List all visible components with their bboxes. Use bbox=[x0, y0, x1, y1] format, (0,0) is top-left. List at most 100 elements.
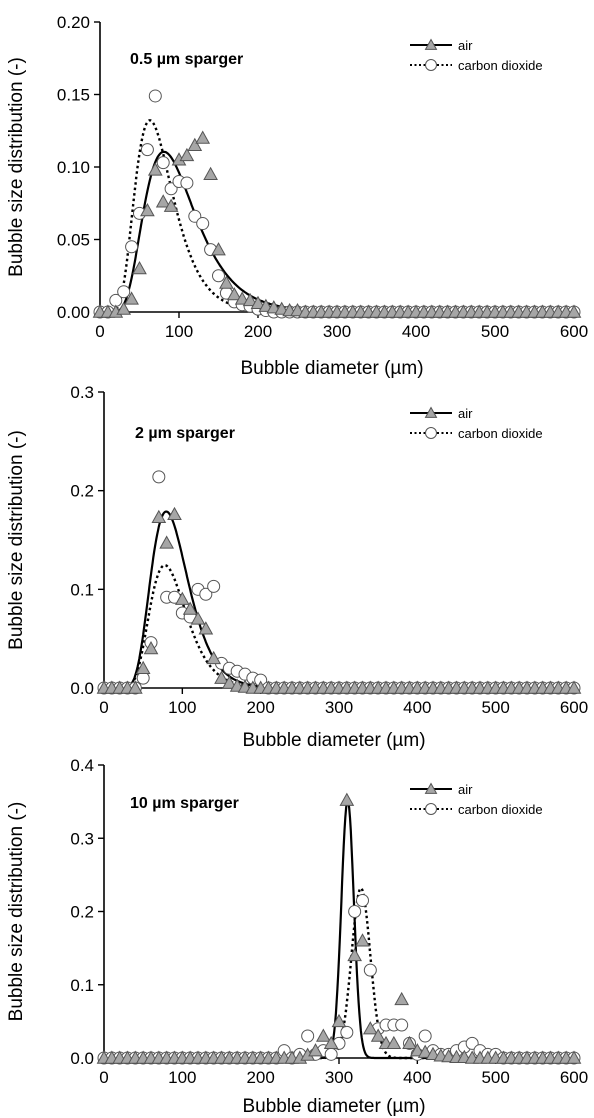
x-axis-label: Bubble diameter (µm) bbox=[242, 1096, 425, 1117]
legend-label-carbon-dioxide: carbon dioxide bbox=[458, 426, 543, 441]
data-point-air bbox=[135, 660, 151, 674]
x-tick-label: 200 bbox=[246, 698, 274, 717]
data-point-air bbox=[159, 535, 175, 549]
legend-marker-carbon-dioxide bbox=[425, 427, 437, 439]
chart-title: 0.5 µm sparger bbox=[130, 51, 243, 68]
chart-title: 10 µm sparger bbox=[130, 795, 239, 812]
data-point-air bbox=[198, 621, 214, 635]
data-point-air bbox=[308, 1043, 323, 1057]
data-point-air bbox=[290, 303, 305, 317]
y-tick-label: 0.15 bbox=[57, 86, 90, 105]
data-point-air bbox=[203, 166, 218, 180]
chart-panel-3: 0.0 0.1 0.2 0.3 0.4 0 100 200 300 400 500 600 Bubble… bbox=[6, 756, 588, 1117]
data-point-air bbox=[167, 506, 182, 521]
y-tick-label: 0.20 bbox=[57, 13, 90, 32]
x-tick-label: 0 bbox=[99, 698, 108, 717]
y-tick-label: 0.2 bbox=[70, 903, 94, 922]
y-tick-label: 0.3 bbox=[70, 829, 94, 848]
data-point-carbon-dioxide bbox=[156, 156, 170, 170]
data-point-air bbox=[323, 1035, 339, 1050]
data-point-air bbox=[219, 275, 234, 289]
x-tick-label: 400 bbox=[402, 322, 430, 341]
chart-title: 2 µm sparger bbox=[135, 425, 235, 442]
legend-marker-air bbox=[424, 406, 438, 418]
data-point-air bbox=[566, 680, 582, 694]
data-point-air bbox=[174, 591, 190, 605]
legend: air carbon dioxide bbox=[410, 38, 543, 73]
x-tick-label: 500 bbox=[481, 1068, 509, 1087]
data-point-air bbox=[206, 650, 222, 665]
data-point-air bbox=[315, 1028, 331, 1042]
y-tick-label: 0.3 bbox=[70, 383, 94, 402]
x-tick-label: 300 bbox=[323, 322, 351, 341]
data-point-air bbox=[163, 198, 179, 212]
legend-label-carbon-dioxide: carbon dioxide bbox=[458, 58, 543, 73]
data-point-carbon-dioxide bbox=[152, 470, 166, 484]
data-point-air bbox=[182, 601, 198, 615]
data-point-air bbox=[127, 680, 143, 694]
y-tick-label: 0.00 bbox=[57, 303, 90, 322]
data-point-air bbox=[258, 298, 274, 312]
data-point-air bbox=[143, 641, 159, 655]
data-point-air bbox=[195, 130, 211, 144]
data-point-air bbox=[211, 242, 226, 256]
x-tick-label: 200 bbox=[244, 322, 272, 341]
legend: air carbon dioxide bbox=[410, 782, 543, 817]
y-tick-label: 0.10 bbox=[57, 158, 90, 177]
data-point-air bbox=[140, 202, 155, 217]
legend-marker-carbon-dioxide bbox=[425, 59, 437, 71]
data-point-carbon-dioxide bbox=[340, 1025, 354, 1039]
x-tick-label: 500 bbox=[481, 322, 509, 341]
data-point-air bbox=[190, 611, 206, 625]
x-tick-label: 0 bbox=[99, 1068, 108, 1087]
data-point-air bbox=[402, 1035, 417, 1050]
y-axis-label: Bubble size distribution (-) bbox=[6, 430, 27, 650]
x-tick-label: 0 bbox=[95, 322, 104, 341]
legend-marker-air bbox=[424, 38, 438, 50]
y-tick-label: 0.2 bbox=[70, 482, 94, 501]
data-point-air bbox=[339, 792, 355, 806]
x-tick-label: 100 bbox=[168, 1068, 196, 1087]
chart-panel-1: 0.00 0.05 0.10 0.15 0.20 0 100 200 300 400 500 600 B… bbox=[6, 13, 588, 379]
x-axis-label: Bubble diameter (µm) bbox=[240, 358, 423, 379]
legend-marker-air bbox=[424, 782, 438, 794]
data-point-air bbox=[242, 292, 258, 307]
data-point-air bbox=[151, 509, 167, 524]
x-tick-label: 600 bbox=[560, 698, 588, 717]
data-point-air bbox=[179, 147, 195, 162]
data-point-air bbox=[187, 137, 203, 151]
y-tick-label: 0.4 bbox=[70, 756, 94, 775]
chart-panel-2: 0.0 0.1 0.2 0.3 0 100 200 300 400 500 600 Bubble di… bbox=[6, 383, 588, 751]
data-point-carbon-dioxide bbox=[199, 587, 213, 601]
data-point-air bbox=[355, 933, 370, 947]
data-point-carbon-dioxide bbox=[418, 1029, 432, 1043]
data-point-air bbox=[394, 991, 410, 1006]
y-axis-label: Bubble size distribution (-) bbox=[6, 802, 27, 1022]
data-point-carbon-dioxide bbox=[324, 1047, 338, 1061]
data-point-carbon-dioxide bbox=[196, 217, 210, 231]
legend-label-air: air bbox=[458, 782, 473, 797]
y-tick-label: 0.1 bbox=[70, 580, 94, 599]
fit-curve-air bbox=[100, 150, 574, 314]
x-tick-label: 200 bbox=[246, 1068, 274, 1087]
data-point-carbon-dioxide bbox=[148, 89, 162, 103]
legend-marker-carbon-dioxide bbox=[425, 803, 437, 815]
data-point-air bbox=[132, 260, 147, 275]
x-tick-label: 100 bbox=[165, 322, 193, 341]
y-axis-label: Bubble size distribution (-) bbox=[6, 57, 27, 277]
x-tick-label: 400 bbox=[403, 698, 431, 717]
data-point-carbon-dioxide bbox=[140, 143, 154, 157]
fit-curve-carbon-dioxide bbox=[104, 886, 574, 1060]
data-point-air bbox=[234, 291, 250, 305]
x-tick-label: 400 bbox=[403, 1068, 431, 1087]
data-point-carbon-dioxide bbox=[125, 240, 139, 254]
x-tick-label: 600 bbox=[560, 1068, 588, 1087]
data-point-carbon-dioxide bbox=[180, 176, 194, 190]
data-point-carbon-dioxide bbox=[348, 905, 362, 918]
data-point-air bbox=[214, 670, 229, 684]
x-tick-label: 300 bbox=[325, 1068, 353, 1087]
x-tick-label: 500 bbox=[481, 698, 509, 717]
data-point-carbon-dioxide bbox=[301, 1029, 315, 1043]
data-point-air bbox=[566, 304, 582, 318]
data-point-air bbox=[250, 295, 266, 309]
